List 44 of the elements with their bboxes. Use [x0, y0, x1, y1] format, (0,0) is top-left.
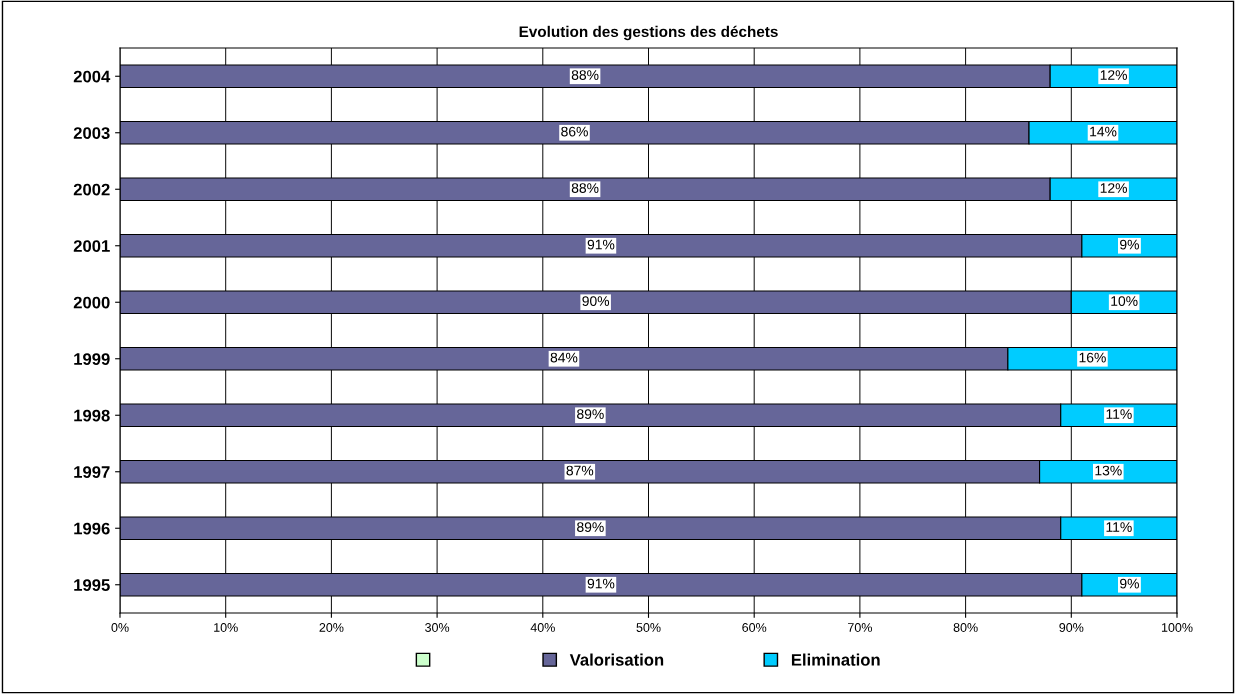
- y-tick-label: 2001: [73, 240, 110, 252]
- data-label: 16%: [1079, 352, 1106, 363]
- y-tick-label: 1999: [74, 353, 110, 365]
- y-tick-label: 1995: [74, 579, 110, 591]
- x-tick-label: 70%: [848, 623, 872, 632]
- x-tick-label: 50%: [636, 623, 661, 632]
- data-label: 11%: [1106, 522, 1132, 532]
- x-tick-label: 60%: [742, 623, 767, 632]
- y-tick-label: 2000: [73, 296, 110, 309]
- legend-label: Elimination: [791, 653, 880, 666]
- data-label: 9%: [1120, 239, 1139, 250]
- data-label: 86%: [561, 126, 588, 137]
- y-tick-label: 2002: [73, 183, 110, 196]
- data-label: 14%: [1090, 126, 1117, 137]
- data-label: 88%: [571, 70, 599, 80]
- y-tick-label: 2003: [73, 127, 110, 139]
- chart-title: Evolution des gestions des déchets: [519, 25, 778, 41]
- data-label: 91%: [587, 578, 615, 589]
- data-label: 12%: [1100, 183, 1127, 193]
- x-tick-label: 40%: [530, 623, 555, 632]
- x-tick-label: 10%: [214, 623, 238, 632]
- data-label: 10%: [1111, 296, 1138, 306]
- data-label: 9%: [1120, 578, 1139, 589]
- data-label: 12%: [1100, 70, 1127, 80]
- x-tick-label: 100%: [1161, 623, 1193, 632]
- data-label: 91%: [587, 239, 615, 250]
- x-tick-label: 20%: [319, 623, 344, 632]
- data-label: 89%: [577, 409, 604, 419]
- data-label: 11%: [1106, 409, 1132, 419]
- data-label: 84%: [550, 352, 578, 363]
- y-tick-label: 1996: [74, 522, 110, 535]
- data-label: 87%: [566, 465, 594, 476]
- data-label: 89%: [577, 522, 604, 532]
- data-label: 13%: [1095, 465, 1122, 476]
- data-label: 90%: [582, 296, 610, 306]
- y-tick-label: 1997: [74, 466, 110, 478]
- x-tick-label: 30%: [425, 623, 450, 632]
- x-tick-label: 80%: [953, 623, 978, 632]
- x-tick-label: 90%: [1059, 623, 1084, 632]
- y-tick-label: 1998: [74, 409, 110, 422]
- y-tick-label: 2004: [73, 70, 111, 83]
- data-label: 88%: [571, 183, 599, 193]
- legend-label: Valorisation: [569, 653, 664, 666]
- x-tick-label: 0%: [111, 623, 129, 632]
